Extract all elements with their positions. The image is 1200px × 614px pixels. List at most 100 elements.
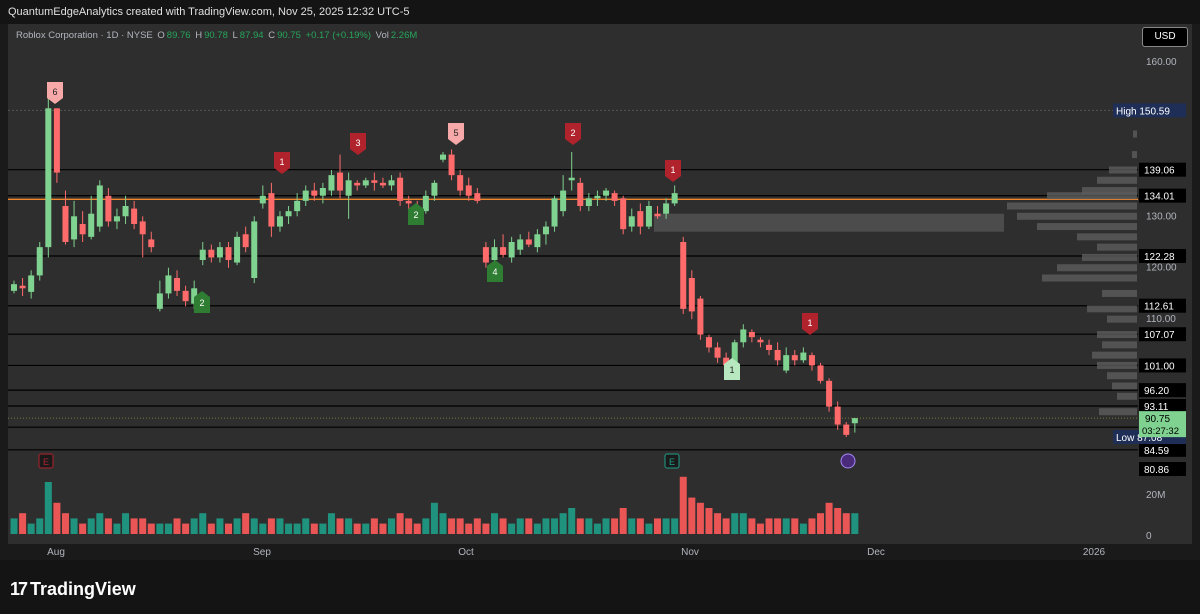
volume-profile-bar [1102, 341, 1137, 349]
candle-body [800, 352, 807, 361]
level-label-bg [1139, 188, 1186, 203]
candle-body [242, 234, 249, 248]
earnings-label: E [43, 457, 49, 467]
sell-signal-marker [448, 123, 464, 145]
volume-bar [19, 513, 27, 534]
volume-bar [388, 518, 396, 534]
level-label-bg [1139, 298, 1186, 313]
volume-bar [267, 518, 275, 534]
volume-bar [379, 523, 387, 534]
volume-profile-bar [1037, 223, 1137, 231]
volume-bar [302, 518, 310, 534]
volume-bar [611, 518, 619, 534]
level-label: 112.61 [1144, 302, 1174, 313]
volume-profile-bar [1047, 192, 1137, 200]
candle-body [542, 226, 549, 235]
volume-bar [551, 518, 559, 534]
volume-bar [293, 523, 301, 534]
volume-bar [834, 508, 842, 534]
level-label-bg [1139, 327, 1186, 342]
volume-bar [739, 513, 747, 534]
currency-button[interactable]: USD [1142, 27, 1188, 47]
volume-bar [654, 518, 661, 534]
volume-bar [559, 513, 567, 534]
price-chart[interactable]: 160.00130.00120.00110.00139.06134.01122.… [0, 0, 1200, 560]
volume-bar [482, 523, 490, 534]
candle-body [774, 349, 781, 361]
candle-body [723, 357, 730, 366]
volume-bar [696, 502, 704, 534]
volume-bar [671, 518, 679, 534]
volume-bar [525, 518, 533, 534]
volume-bar [705, 508, 713, 534]
candle-body [225, 247, 232, 260]
volume-profile-bar [1097, 176, 1137, 184]
candle-body [311, 190, 318, 196]
candle-body [251, 221, 258, 278]
buy-signal-marker [194, 291, 210, 313]
open-label: O [157, 30, 165, 41]
candle-body [663, 203, 670, 214]
candle-body [62, 205, 69, 242]
candle-body [534, 234, 541, 248]
low-label: Low 87.08 [1116, 433, 1163, 444]
volume-bar [774, 518, 782, 534]
candle-body [345, 180, 352, 196]
level-label: 93.11 [1144, 402, 1169, 413]
volume-profile-bar [1102, 289, 1137, 297]
candle-body [199, 249, 206, 260]
volume-bar [10, 518, 18, 534]
tradingview-logo-icon: 17 [10, 579, 28, 599]
volume-profile-bar [1097, 361, 1137, 369]
volume-bar [499, 518, 507, 534]
volume-bar [70, 518, 78, 534]
level-label: 134.01 [1144, 192, 1175, 203]
earnings-label: E [669, 457, 675, 467]
candle-body [405, 200, 412, 204]
volume-bar [370, 518, 378, 534]
candle-body [191, 288, 198, 304]
price-tick-label: 110.00 [1146, 314, 1176, 325]
candle-body [757, 339, 764, 343]
volume-bar [113, 523, 121, 534]
volume-bar [122, 513, 130, 534]
brand-bar [0, 560, 1200, 614]
candle-body [28, 275, 35, 292]
tradingview-brand-text: TradingView [30, 579, 136, 599]
signal-label: 4 [492, 267, 497, 277]
buy-signal-marker [487, 260, 503, 282]
level-label: 139.06 [1144, 166, 1175, 177]
volume-bar [714, 513, 722, 534]
time-tick-label: Nov [681, 547, 699, 558]
candle-body [96, 185, 103, 227]
volume-bar [508, 523, 516, 534]
candle-body [568, 177, 575, 181]
open-value: 89.76 [166, 30, 191, 41]
volume-profile-bar [1112, 382, 1137, 390]
volume-bar [345, 518, 353, 534]
volume-bar [164, 523, 172, 534]
volume-bar [422, 518, 430, 534]
candle-body [362, 180, 369, 186]
candle-body [817, 365, 824, 381]
earnings-icon [664, 453, 680, 469]
candle-body [216, 247, 223, 258]
volume-bar [688, 497, 696, 534]
volume-bar [147, 523, 155, 534]
candle-body [517, 239, 524, 250]
volume-bar [130, 518, 138, 534]
candle-body [19, 285, 26, 289]
tradingview-logo[interactable]: 17 TradingView [10, 579, 136, 600]
level-label: 84.59 [1144, 446, 1169, 457]
time-tick-label: 2026 [1083, 547, 1106, 558]
volume-bar [250, 518, 258, 534]
volume-profile-bar [1082, 253, 1137, 261]
volume-bar [27, 523, 35, 534]
volume-profile-bar [1017, 212, 1137, 220]
candle-body [628, 216, 635, 227]
high-label-bg [1113, 103, 1186, 118]
volume-bar [533, 523, 541, 534]
volume-bar [310, 523, 318, 534]
event-bolt-icon [840, 453, 856, 469]
